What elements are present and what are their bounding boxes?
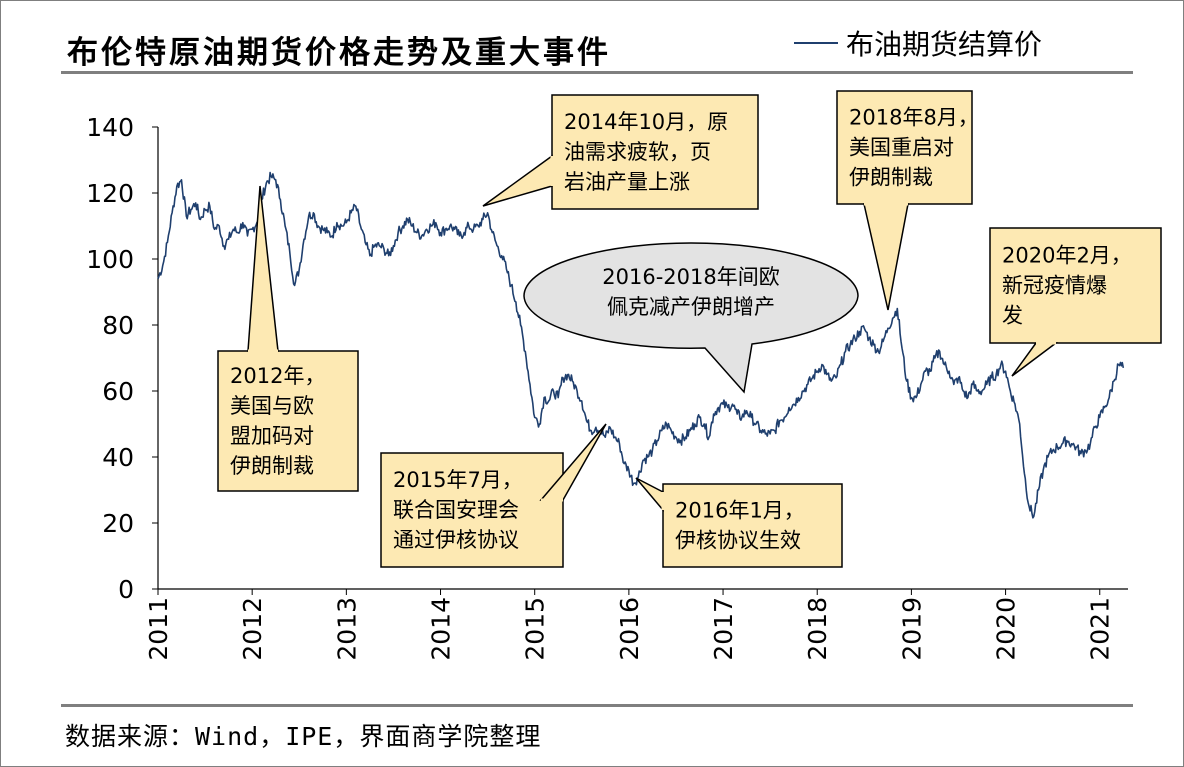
legend-line-swatch	[794, 42, 838, 44]
chart-title: 布伦特原油期货价格走势及重大事件	[67, 35, 611, 71]
y-tick-label: 40	[102, 443, 134, 472]
callout-text-line: 2016年1月，	[675, 499, 805, 523]
top-rule	[61, 71, 1133, 74]
callout-text-line: 联合国安理会	[393, 498, 519, 522]
callout-pointer	[1011, 342, 1059, 377]
y-tick-label: 60	[102, 377, 134, 406]
callout-box	[217, 350, 359, 492]
callout-pointer	[863, 203, 909, 311]
callout-box	[662, 483, 843, 568]
callout-box	[551, 94, 759, 210]
y-tick-label: 20	[102, 509, 134, 538]
callout-pointer	[635, 477, 664, 513]
x-tick-label: 2014	[427, 597, 456, 661]
source-note: 数据来源：Wind，IPE，界面商学院整理	[65, 722, 542, 751]
callout-text-line: 盟加码对	[230, 424, 314, 448]
callout-text-line: 发	[1002, 304, 1023, 328]
callout-text-line: 2020年2月，	[1002, 244, 1132, 268]
axes: 0 20 40 60 80 100 120 140 2011 2012 2013 2014 2015 20…	[86, 113, 1128, 661]
callout-text-line: 佩克减产伊朗增产	[607, 295, 775, 319]
x-tick-label: 2011	[144, 597, 173, 661]
callout-text-line: 2012年，	[230, 364, 325, 388]
callout-box	[989, 227, 1162, 344]
callout-a2016: 2016年1月， 伊核协议生效	[635, 477, 843, 568]
x-tick-label: 2018	[803, 597, 832, 661]
callout-text-line: 美国与欧	[230, 394, 314, 418]
callout-text-line: 2015年7月，	[393, 468, 523, 492]
y-tick-label: 120	[86, 179, 134, 208]
callout-text-line: 伊核协议生效	[675, 529, 801, 553]
callout-text-line: 伊朗制裁	[230, 454, 314, 478]
callout-text-line: 美国重启对	[849, 136, 954, 160]
callout-box	[836, 90, 973, 205]
callout-pointer	[482, 154, 553, 207]
x-tick-label: 2012	[238, 597, 267, 661]
callout-text-line: 岩油产量上涨	[564, 170, 690, 194]
callout-text-line: 2018年8月，	[849, 106, 979, 130]
callout-text-line: 2014年10月，原	[564, 110, 728, 134]
y-tick-label: 100	[86, 245, 134, 274]
x-tick-label: 2013	[332, 597, 361, 661]
x-tick-label: 2017	[709, 597, 738, 661]
series-line-brent	[157, 171, 1125, 519]
legend-label: 布油期货结算价	[846, 28, 1043, 61]
x-tick-label: 2019	[897, 597, 926, 661]
callouts-layer: 2012年，美国与欧盟加码对伊朗制裁2014年10月，原油需求疲软，页岩油产量上…	[217, 90, 1162, 568]
y-tick-label: 0	[118, 575, 134, 604]
callout-text-line: 油需求疲软，页	[564, 140, 711, 164]
callout-text-line: 通过伊核协议	[393, 528, 519, 552]
legend: 布油期货结算价	[794, 23, 1042, 63]
x-tick-label: 2020	[992, 597, 1021, 661]
callout-text-line: 2016-2018年间欧	[602, 265, 779, 289]
callout-text-line: 新冠疫情爆	[1002, 274, 1107, 298]
callout-bubble	[523, 242, 859, 394]
bottom-rule	[61, 704, 1133, 707]
y-tick-label: 80	[102, 311, 134, 340]
x-tick-label: 2015	[521, 597, 550, 661]
x-tick-label: 2016	[615, 597, 644, 661]
callout-box	[380, 452, 564, 568]
y-tick-label: 140	[86, 113, 134, 142]
series-layer	[157, 171, 1125, 519]
callout-pointer	[247, 185, 279, 352]
callout-text-line: 伊朗制裁	[849, 166, 933, 190]
x-tick-label: 2021	[1086, 597, 1115, 661]
